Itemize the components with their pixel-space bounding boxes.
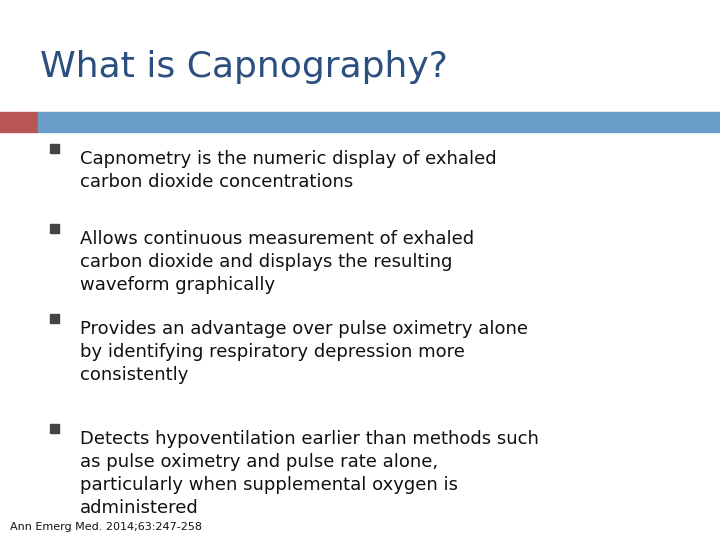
Text: Provides an advantage over pulse oximetry alone
by identifying respiratory depre: Provides an advantage over pulse oximetr… xyxy=(80,320,528,384)
Text: Detects hypoventilation earlier than methods such
as pulse oximetry and pulse ra: Detects hypoventilation earlier than met… xyxy=(80,430,539,517)
Bar xyxy=(50,314,59,322)
Text: Ann Emerg Med. 2014;63:247-258: Ann Emerg Med. 2014;63:247-258 xyxy=(10,522,202,532)
Bar xyxy=(38,112,720,132)
Bar xyxy=(50,224,59,233)
Text: What is Capnography?: What is Capnography? xyxy=(40,50,448,84)
Text: Capnometry is the numeric display of exhaled
carbon dioxide concentrations: Capnometry is the numeric display of exh… xyxy=(80,150,497,191)
Bar xyxy=(50,423,59,433)
Text: Allows continuous measurement of exhaled
carbon dioxide and displays the resulti: Allows continuous measurement of exhaled… xyxy=(80,230,474,294)
Bar xyxy=(0,112,38,132)
Bar xyxy=(50,144,59,152)
